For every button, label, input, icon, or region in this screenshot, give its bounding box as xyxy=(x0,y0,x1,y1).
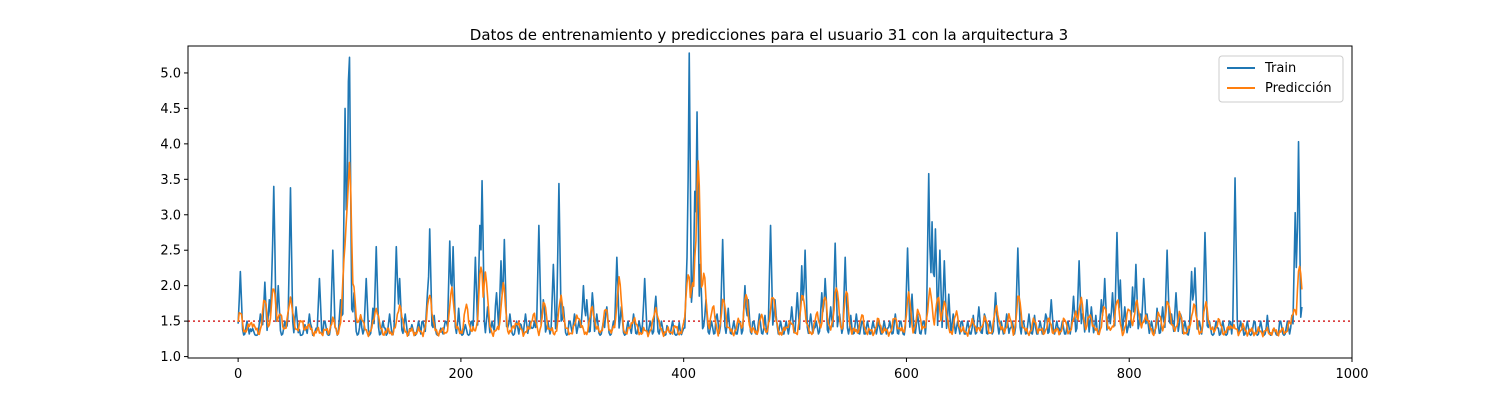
y-tick-label: 2.5 xyxy=(160,244,181,259)
y-tick-label: 4.5 xyxy=(160,102,181,117)
y-tick-label: 4.0 xyxy=(160,137,181,152)
y-tick-label: 5.0 xyxy=(160,66,181,81)
y-tick-label: 1.0 xyxy=(160,350,181,365)
legend: Train Predicción xyxy=(1218,55,1344,103)
legend-prediccion-label: Predicción xyxy=(1265,81,1332,96)
axes: 0 200 400 600 800 1000 1.0 1.5 2.0 2.5 3.0 3.5 4.0 4.… xyxy=(160,45,1369,382)
chart-title: Datos de entrenamiento y predicciones pa… xyxy=(470,26,1068,44)
x-tick-label: 800 xyxy=(1117,367,1142,382)
x-tick-label: 400 xyxy=(671,367,696,382)
y-tick-label: 1.5 xyxy=(160,315,181,330)
x-tick-label: 600 xyxy=(894,367,919,382)
y-tick-label: 3.5 xyxy=(160,173,181,188)
x-tick-label: 0 xyxy=(234,367,242,382)
x-tick-label: 1000 xyxy=(1335,367,1368,382)
y-tick-label: 3.0 xyxy=(160,208,181,223)
plot-frame xyxy=(187,45,1353,359)
series-line-train xyxy=(237,52,1303,337)
y-tick-label: 2.0 xyxy=(160,279,181,294)
legend-train-label: Train xyxy=(1264,61,1296,76)
plot-area xyxy=(188,52,1352,338)
x-tick-label: 200 xyxy=(448,367,473,382)
series-line-prediccion xyxy=(237,160,1303,338)
